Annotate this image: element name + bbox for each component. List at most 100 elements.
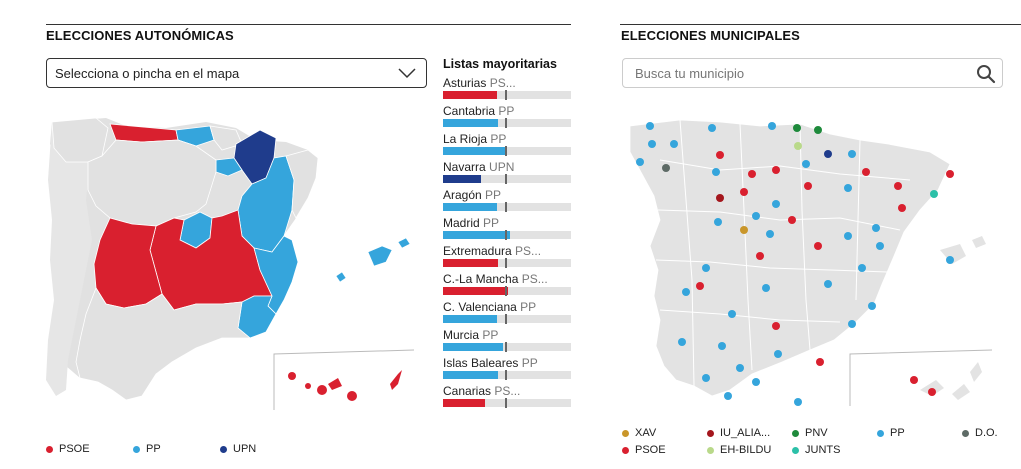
municipio-marker[interactable] — [740, 188, 748, 196]
municipio-marker[interactable] — [794, 398, 802, 406]
municipio-marker[interactable] — [748, 170, 756, 178]
municipio-marker[interactable] — [768, 122, 776, 130]
municipio-marker[interactable] — [772, 200, 780, 208]
municipio-marker[interactable] — [898, 204, 906, 212]
list-row-extremadura[interactable]: Extremadura PS... — [443, 244, 571, 272]
list-row-region: Murcia — [443, 328, 480, 342]
municipio-marker[interactable] — [876, 242, 884, 250]
municipio-marker[interactable] — [712, 168, 720, 176]
municipio-marker[interactable] — [728, 310, 736, 318]
regions-map[interactable] — [46, 100, 420, 410]
region-select[interactable]: Selecciona o pincha en el mapa — [46, 58, 427, 88]
municipio-marker[interactable] — [788, 216, 796, 224]
region-extremadura[interactable] — [93, 217, 163, 309]
list-row-region: Islas Baleares — [443, 356, 519, 370]
municipio-marker[interactable] — [930, 190, 938, 198]
municipio-marker[interactable] — [824, 150, 832, 158]
region-islas-baleares[interactable] — [335, 237, 411, 283]
municipio-marker[interactable] — [682, 288, 690, 296]
search-icon[interactable] — [976, 64, 996, 84]
municipio-marker[interactable] — [752, 378, 760, 386]
municipio-marker[interactable] — [718, 342, 726, 350]
municipio-marker[interactable] — [804, 182, 812, 190]
municipio-marker[interactable] — [862, 168, 870, 176]
municipio-marker[interactable] — [702, 374, 710, 382]
autonomicas-panel: ELECCIONES AUTONÓMICAS Selecciona o pinc… — [46, 24, 571, 455]
municipio-marker[interactable] — [740, 226, 748, 234]
municipio-marker[interactable] — [636, 158, 644, 166]
municipio-marker[interactable] — [858, 264, 866, 272]
municipios-map[interactable] — [620, 100, 1015, 410]
region-asturias[interactable] — [109, 123, 179, 143]
municipio-marker[interactable] — [752, 212, 760, 220]
list-row-navarra[interactable]: Navarra UPN — [443, 160, 571, 188]
municipio-marker[interactable] — [794, 142, 802, 150]
municipio-marker[interactable] — [816, 358, 824, 366]
municipio-marker[interactable] — [762, 284, 770, 292]
municipio-marker[interactable] — [714, 218, 722, 226]
section-divider — [620, 24, 1021, 25]
municipio-marker[interactable] — [702, 264, 710, 272]
municipio-marker[interactable] — [756, 252, 764, 260]
municipio-marker[interactable] — [928, 388, 936, 396]
list-row-asturias[interactable]: Asturias PS... — [443, 76, 571, 104]
list-row-islas-baleares[interactable]: Islas Baleares PP — [443, 356, 571, 384]
list-row-label: Cantabria PP — [443, 104, 571, 118]
municipio-marker[interactable] — [716, 194, 724, 202]
list-row-bar-fill — [443, 343, 503, 351]
municipio-search[interactable] — [622, 58, 1003, 88]
list-row-party: PP — [482, 328, 499, 342]
list-row-arag-n[interactable]: Aragón PP — [443, 188, 571, 216]
list-row-party: PP — [520, 300, 537, 314]
search-input[interactable] — [623, 59, 953, 87]
list-row-bar-fill — [443, 371, 498, 379]
municipio-marker[interactable] — [844, 232, 852, 240]
municipio-marker[interactable] — [802, 160, 810, 168]
municipio-marker[interactable] — [844, 184, 852, 192]
municipio-marker[interactable] — [724, 392, 732, 400]
list-row-canarias[interactable]: Canarias PS... — [443, 384, 571, 412]
region-pais-vasco[interactable] — [209, 125, 243, 151]
list-row-madrid[interactable]: Madrid PP — [443, 216, 571, 244]
municipio-marker[interactable] — [910, 376, 918, 384]
list-row-c-valenciana[interactable]: C. Valenciana PP — [443, 300, 571, 328]
municipio-marker[interactable] — [894, 182, 902, 190]
municipio-marker[interactable] — [708, 124, 716, 132]
region-andalucia[interactable] — [75, 287, 252, 401]
list-row-murcia[interactable]: Murcia PP — [443, 328, 571, 356]
municipio-marker[interactable] — [716, 151, 724, 159]
region-castilla-leon[interactable] — [87, 139, 217, 227]
municipio-marker[interactable] — [772, 322, 780, 330]
region-canarias[interactable] — [288, 370, 402, 401]
municipio-marker[interactable] — [946, 170, 954, 178]
municipio-marker[interactable] — [868, 302, 876, 310]
municipio-marker[interactable] — [646, 122, 654, 130]
municipio-marker[interactable] — [696, 282, 704, 290]
region-c-valenciana[interactable] — [253, 235, 299, 315]
region-cataluna[interactable] — [285, 149, 319, 219]
municipio-marker[interactable] — [848, 150, 856, 158]
municipio-marker[interactable] — [648, 140, 656, 148]
municipio-marker[interactable] — [772, 166, 780, 174]
municipio-marker[interactable] — [678, 338, 686, 346]
list-row-la-rioja[interactable]: La Rioja PP — [443, 132, 571, 160]
municipio-marker[interactable] — [736, 364, 744, 372]
municipio-marker[interactable] — [946, 256, 954, 264]
municipio-markers[interactable] — [636, 122, 954, 406]
municipio-marker[interactable] — [662, 164, 670, 172]
region-galicia[interactable] — [51, 117, 109, 163]
legend-item-junts: JUNTS — [792, 444, 840, 456]
municipio-marker[interactable] — [670, 140, 678, 148]
municipio-marker[interactable] — [814, 126, 822, 134]
legend-label: XAV — [635, 427, 657, 439]
list-row-cantabria[interactable]: Cantabria PP — [443, 104, 571, 132]
municipio-marker[interactable] — [766, 230, 774, 238]
list-row-c-la-mancha[interactable]: C.-La Mancha PS... — [443, 272, 571, 300]
municipio-marker[interactable] — [872, 224, 880, 232]
municipio-marker[interactable] — [774, 350, 782, 358]
municipio-marker[interactable] — [824, 280, 832, 288]
municipio-marker[interactable] — [814, 242, 822, 250]
municipio-marker[interactable] — [793, 124, 801, 132]
municipio-marker[interactable] — [848, 320, 856, 328]
region-cantabria[interactable] — [175, 125, 215, 147]
